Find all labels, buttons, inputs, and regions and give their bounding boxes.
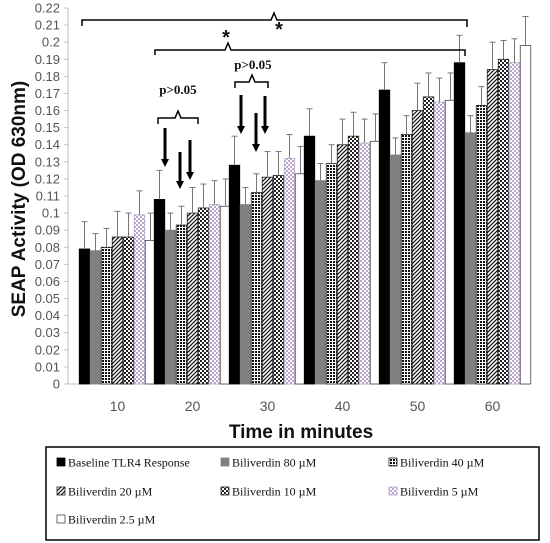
bar [283, 157, 296, 385]
bar [497, 58, 510, 385]
y-tick-label: 0.02 [35, 342, 60, 357]
bar [314, 180, 327, 385]
significance-annotations: * * p>0.05 p>0.05 [81, 11, 468, 189]
y-tick-label: 0.16 [35, 103, 60, 118]
legend-entry: Biliverdin 5 µM [400, 485, 479, 499]
y-tick-label: 0 [53, 377, 60, 392]
bar [389, 154, 402, 385]
legend-swatch [56, 457, 66, 467]
y-tick-label: 0.13 [35, 154, 60, 169]
x-tick-label: 50 [410, 398, 426, 414]
y-tick-label: 0.17 [35, 86, 60, 101]
x-axis: 10 20 30 40 50 60 [110, 398, 501, 414]
bar [378, 89, 391, 385]
bar [347, 135, 360, 385]
bar [400, 134, 413, 385]
bar [239, 204, 252, 385]
y-tick-label: 0.18 [35, 69, 60, 84]
legend: Baseline TLR4 Response Biliverdin 80 µM Bi… [45, 446, 540, 541]
y-tick-label: 0.03 [35, 325, 60, 340]
bar [208, 204, 221, 385]
y-tick-label: 0.19 [35, 52, 60, 67]
legend-entry: Biliverdin 10 µM [232, 485, 317, 499]
bar [519, 45, 532, 385]
bar [153, 199, 166, 385]
bar [78, 248, 91, 385]
bar [464, 132, 477, 385]
y-tick-label: 0.05 [35, 291, 60, 306]
x-tick-label: 20 [185, 398, 201, 414]
bar [303, 135, 316, 385]
y-tick-label: 0.07 [35, 257, 60, 272]
bar [336, 144, 349, 385]
star-10-60: * [275, 19, 283, 41]
bracket-20-60 [154, 41, 466, 56]
y-tick-label: 0.08 [35, 240, 60, 255]
bar [433, 101, 446, 385]
y-tick-label: 0.15 [35, 120, 60, 135]
x-tick-label: 30 [260, 398, 276, 414]
bar [122, 236, 135, 385]
legend-swatch [220, 486, 230, 496]
bar [228, 164, 241, 385]
y-tick-label: 0.21 [35, 18, 60, 33]
y-tick-label: 0.22 [35, 1, 60, 16]
legend-swatch [388, 486, 398, 496]
bar [422, 96, 435, 385]
legend-box [45, 446, 540, 541]
bar [475, 105, 488, 385]
bar [89, 250, 102, 385]
y-tick-label: 0.12 [35, 171, 60, 186]
y-tick-label: 0.06 [35, 274, 60, 289]
legend-swatch [220, 457, 230, 467]
x-axis-title: Time in minutes [229, 422, 373, 443]
p-value-20: p>0.05 [159, 82, 197, 97]
bracket-20 [157, 109, 199, 124]
bar [486, 69, 499, 385]
bar [197, 207, 210, 385]
bar [508, 62, 521, 385]
legend-entry: Biliverdin 20 µM [68, 485, 153, 499]
bar [261, 176, 274, 385]
x-tick-label: 60 [485, 398, 501, 414]
star-20-60: * [222, 27, 230, 49]
y-axis-title: SEAP Activity (OD 630nm) [9, 81, 30, 318]
y-tick-label: 0.04 [35, 308, 60, 323]
bar [453, 62, 466, 385]
legend-entry: Baseline TLR4 Response [68, 456, 190, 470]
bracket-10-60 [81, 11, 468, 27]
bar [325, 163, 338, 385]
legend-swatch [56, 486, 66, 496]
bar [164, 229, 177, 385]
bar [175, 224, 188, 385]
legend-swatch [388, 457, 398, 467]
y-tick-label: 0.1 [42, 206, 60, 221]
bracket-30 [234, 73, 269, 88]
legend-swatch [56, 514, 66, 524]
y-tick-label: 0.01 [35, 359, 60, 374]
bar [358, 142, 371, 385]
y-tick-label: 0.11 [36, 189, 60, 204]
bar [411, 110, 424, 385]
x-tick-label: 40 [335, 398, 351, 414]
error-bars [81, 16, 529, 251]
bar [111, 236, 124, 385]
y-tick-label: 0.2 [42, 35, 60, 50]
y-tick-label: 0.14 [35, 137, 60, 152]
plot-area [78, 45, 532, 385]
legend-entry: Biliverdin 2.5 µM [68, 513, 156, 527]
bar [250, 192, 263, 385]
x-tick-label: 10 [110, 398, 126, 414]
legend-entry: Biliverdin 80 µM [232, 456, 317, 470]
bar [186, 212, 199, 385]
y-tick-label: 0.09 [35, 223, 60, 238]
p-value-30: p>0.05 [234, 57, 272, 72]
bar [133, 214, 146, 385]
y-axis: 0 0.01 0.02 0.03 0.04 0.05 0.06 0.07 0.08 0.09 0.1… [35, 1, 530, 392]
bar [100, 246, 113, 385]
bar [272, 175, 285, 385]
legend-entry: Biliverdin 40 µM [400, 456, 485, 470]
